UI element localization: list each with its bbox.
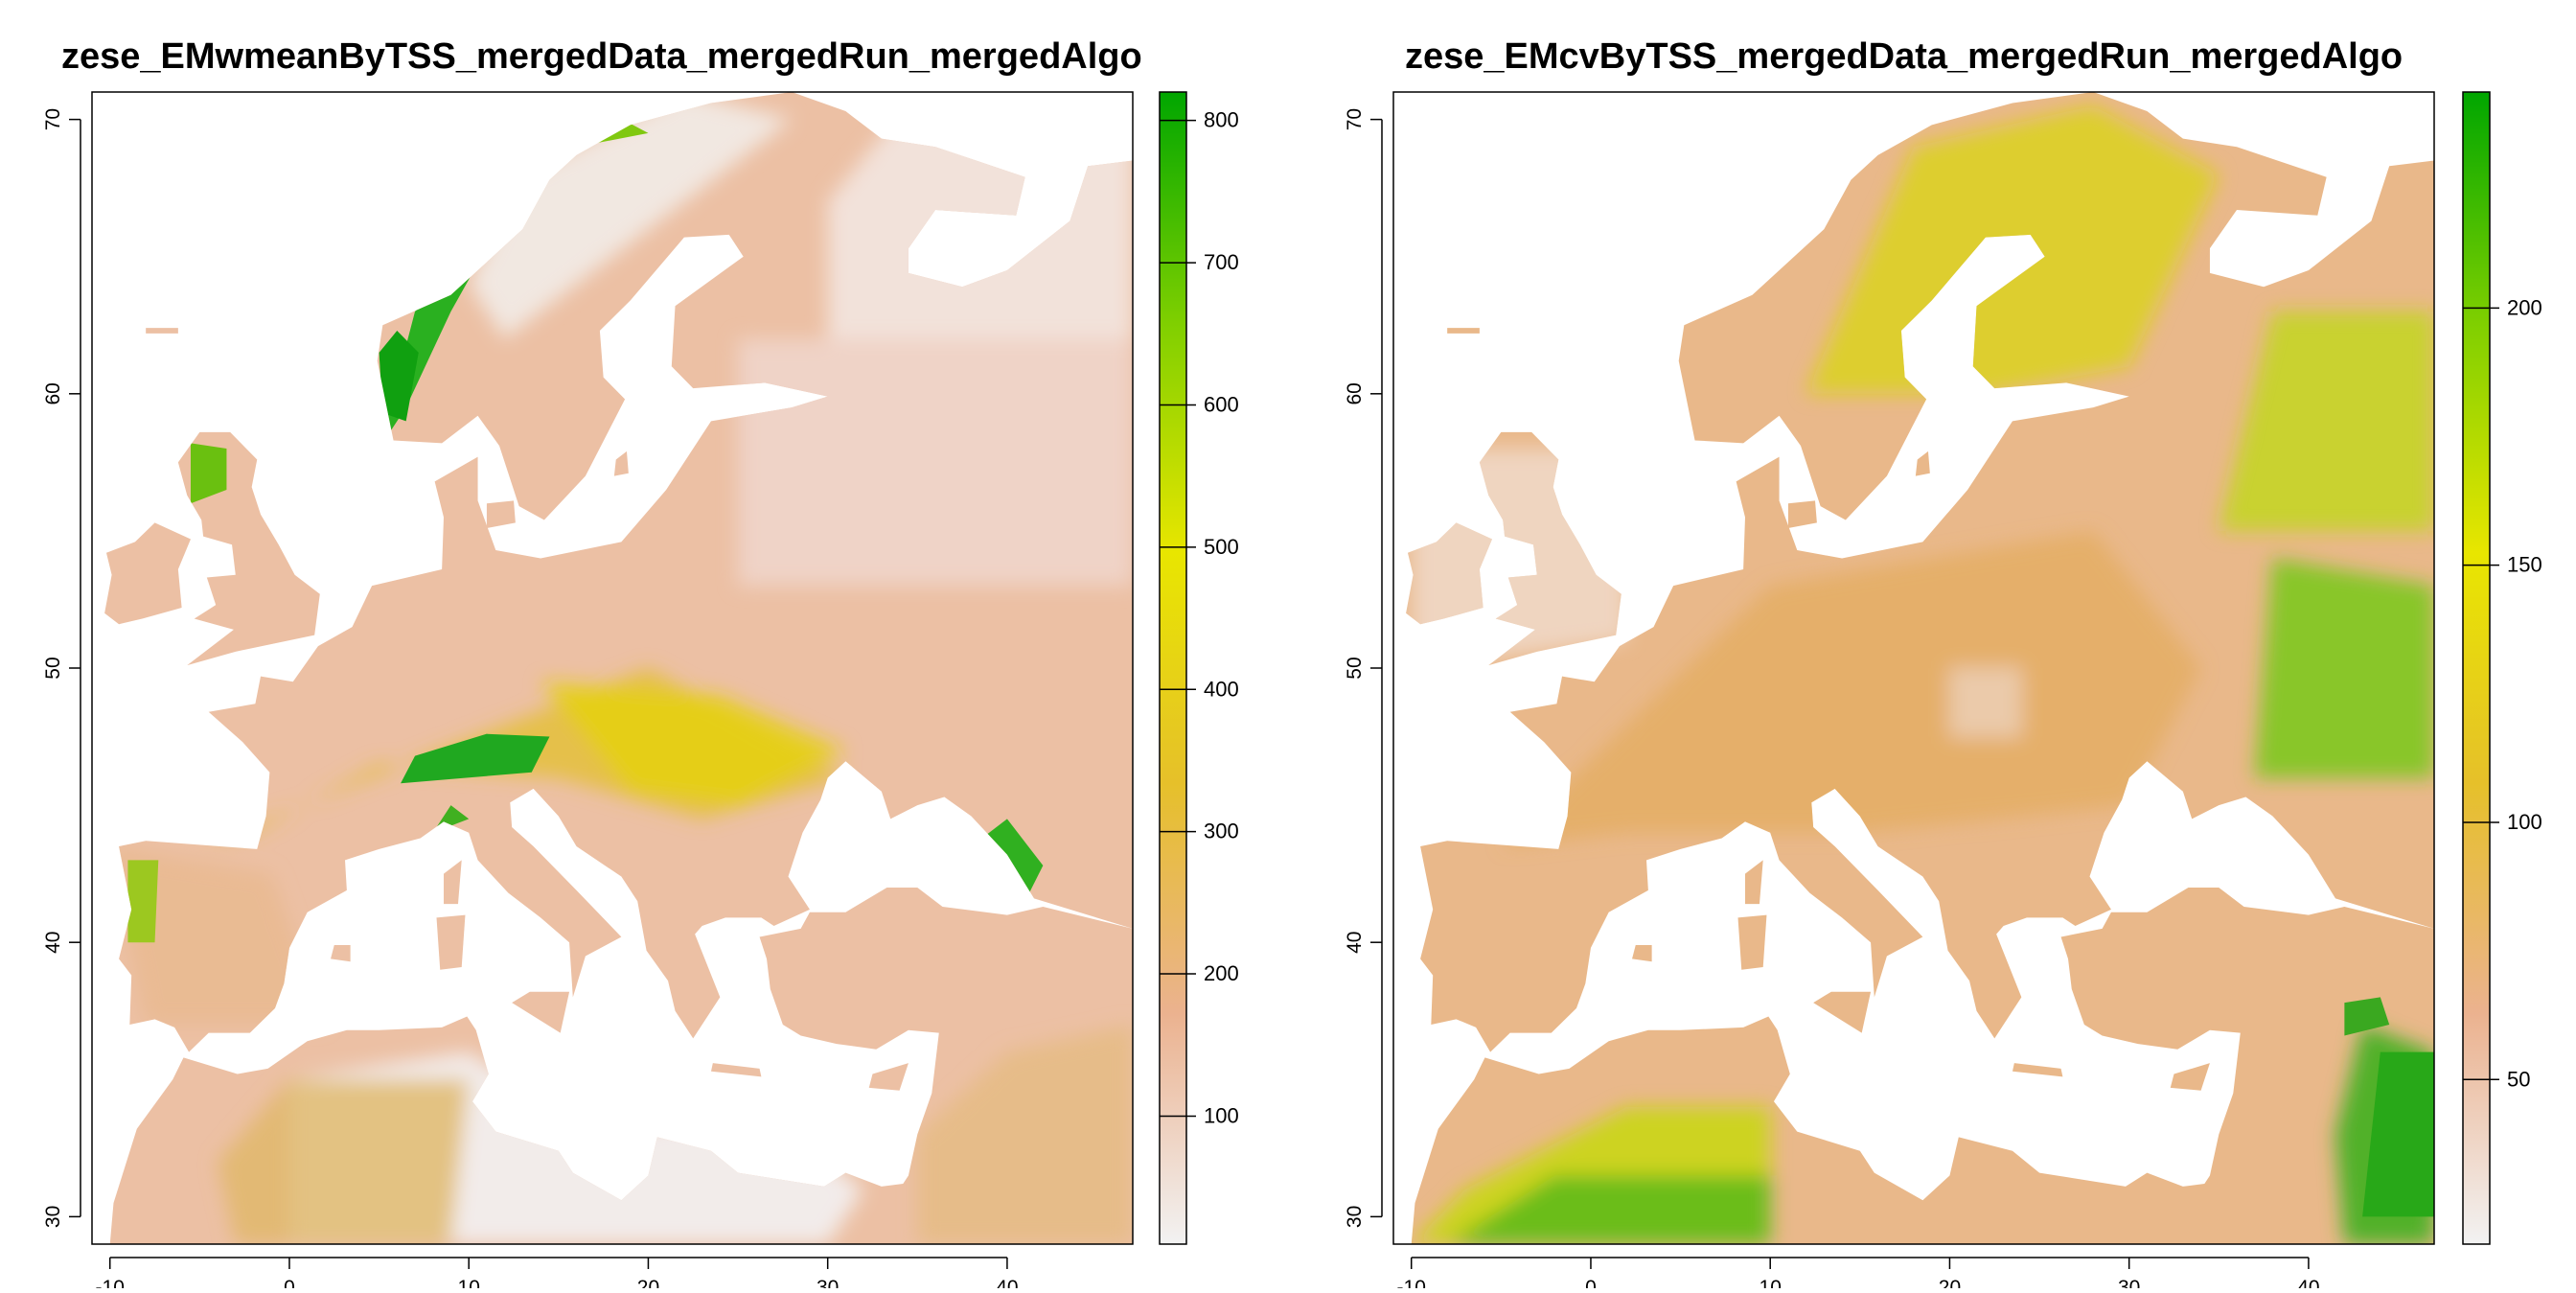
colorbar-tick-label: 600 [1204, 392, 1239, 416]
high-value-region [2344, 997, 2390, 1036]
value-region [1447, 1175, 1771, 1244]
high-value-region [127, 860, 159, 943]
x-tick-label: 40 [2297, 1277, 2319, 1288]
x-tick-label: 40 [996, 1277, 1018, 1288]
land-area [1632, 945, 1652, 962]
colorbar-tick-label: 100 [2507, 810, 2542, 834]
x-tick-label: 30 [816, 1277, 839, 1288]
land-area [331, 945, 351, 962]
colorbar-tick-label: 500 [1204, 535, 1239, 559]
land-area [868, 1063, 908, 1091]
colorbar [1159, 91, 1187, 1245]
y-tick-label: 40 [1344, 932, 1366, 954]
y-tick-label: 50 [42, 657, 64, 679]
x-tick-label: 10 [458, 1277, 480, 1288]
colorbar [2462, 91, 2491, 1245]
value-region [2219, 311, 2434, 531]
land-area [1813, 991, 1872, 1033]
colorbar-tick-label: 300 [1204, 820, 1239, 843]
land-area [2012, 1063, 2063, 1077]
value-region [1411, 449, 1627, 668]
high-value-region [379, 188, 523, 450]
value-region [540, 681, 846, 806]
map-raster [1406, 92, 2434, 1244]
x-tick-label: 0 [1585, 1277, 1597, 1288]
land-area [146, 328, 178, 334]
value-region [218, 1079, 470, 1244]
y-tick-label: 60 [42, 382, 64, 404]
value-region [469, 92, 793, 339]
x-tick-label: 30 [2118, 1277, 2140, 1288]
land-area [1915, 450, 1930, 476]
map-raster [104, 92, 1133, 1244]
high-value-region [2362, 1051, 2434, 1217]
value-region [109, 846, 326, 1026]
x-tick-label: 20 [1939, 1277, 1961, 1288]
value-region [917, 1025, 1133, 1244]
land-area [1744, 860, 1763, 905]
y-tick-label: 70 [1344, 108, 1366, 130]
x-tick-label: -10 [1397, 1277, 1426, 1288]
y-tick-label: 30 [1344, 1206, 1366, 1228]
colorbar-tick-label: 800 [1204, 108, 1239, 132]
colorbar-tick-label: 150 [2507, 553, 2542, 577]
y-tick-label: 60 [1344, 382, 1366, 404]
land-area [443, 860, 462, 905]
x-tick-label: 10 [1760, 1277, 1782, 1288]
colorbar-tick-label: 700 [1204, 250, 1239, 274]
chart-title: zese_EMwmeanByTSS_mergedData_mergedRun_m… [61, 36, 1142, 77]
land-area [1737, 914, 1767, 970]
value-region [1501, 530, 2201, 847]
panel-wmean: zese_EMwmeanByTSS_mergedData_mergedRun_m… [0, 0, 1288, 1293]
panel-cv: zese_EMcvByTSS_mergedData_mergedRun_merg… [1288, 0, 2576, 1293]
value-region [827, 92, 1133, 339]
map-plot-cv: -10 0 10 20 30 40 30 40 50 60 70 50 100 150 200 [1344, 91, 2542, 1293]
land-area [2170, 1063, 2210, 1091]
y-tick-label: 30 [42, 1206, 64, 1228]
y-tick-label: 50 [1344, 657, 1366, 679]
colorbar-tick-label: 200 [1204, 961, 1239, 985]
x-tick-label: 20 [637, 1277, 659, 1288]
colorbar-tick-label: 50 [2507, 1067, 2530, 1091]
y-tick-label: 70 [42, 108, 64, 130]
value-region [1949, 668, 2022, 737]
land-area [486, 500, 516, 529]
x-tick-label: 0 [284, 1277, 295, 1288]
high-value-region [379, 330, 419, 422]
value-region [738, 338, 1133, 587]
chart-title: zese_EMcvByTSS_mergedData_mergedRun_merg… [1405, 36, 2404, 77]
y-tick-label: 40 [42, 932, 64, 954]
land-area [1787, 500, 1817, 529]
land-area [104, 522, 191, 625]
plot-frame [91, 91, 1134, 1245]
x-tick-label: -10 [96, 1277, 125, 1288]
colorbar-tick-label: 400 [1204, 677, 1239, 701]
plot-frame [1392, 91, 2435, 1245]
land-area [710, 1063, 762, 1077]
land-area [613, 450, 629, 476]
map-plot-wmean: -10 0 10 20 30 40 30 40 50 60 70 100 200 300 400 500 600… [42, 91, 1239, 1293]
land-area [512, 991, 570, 1033]
high-value-region [401, 733, 550, 784]
land-area [1447, 328, 1480, 334]
land-area [436, 914, 466, 970]
high-value-region [190, 443, 227, 504]
colorbar-tick-label: 200 [2507, 295, 2542, 319]
colorbar-tick-label: 100 [1204, 1103, 1239, 1127]
value-region [2254, 558, 2434, 778]
